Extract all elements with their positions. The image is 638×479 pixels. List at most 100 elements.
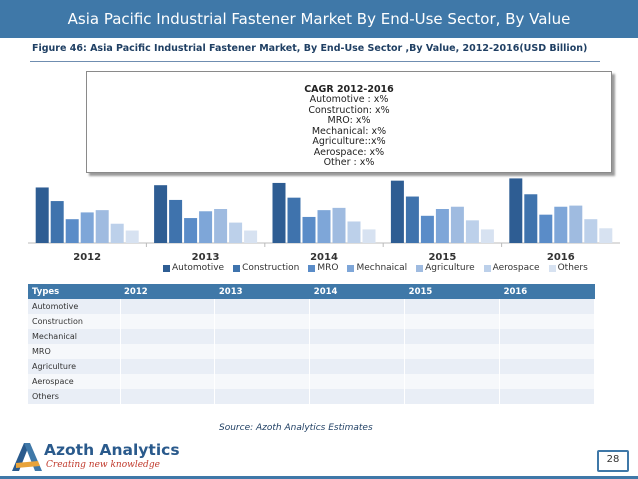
row-label: Aerospace xyxy=(28,374,121,389)
legend-label: Aerospace xyxy=(492,263,540,273)
bar-construction-2013 xyxy=(169,199,183,243)
legend-label: Automotive xyxy=(172,263,225,273)
legend-item: Agriculture xyxy=(416,263,475,273)
bar-aerospace-2013 xyxy=(229,222,243,243)
bar-chart: 2012 2013 2014 2015 2016 xyxy=(28,178,620,262)
table-cell xyxy=(499,389,595,404)
bar-mechnaical-2012 xyxy=(80,212,94,243)
table-cell xyxy=(404,299,501,314)
bar-construction-2015 xyxy=(405,196,419,243)
table-cell xyxy=(404,374,501,389)
logo-a-icon xyxy=(12,443,42,471)
cagr-line: Agriculture::x% xyxy=(312,136,386,147)
bar-automotive-2012 xyxy=(35,187,49,243)
bar-aerospace-2014 xyxy=(347,221,361,243)
table-header-cell: Types xyxy=(28,284,120,299)
source-note: Source: Azoth Analytics Estimates xyxy=(219,423,373,433)
table-cell xyxy=(120,389,216,404)
table-cell xyxy=(309,374,406,389)
figure-caption: Figure 46: Asia Pacific Industrial Faste… xyxy=(32,43,588,54)
cagr-callout: CAGR 2012-2016 Automotive : x% Construct… xyxy=(86,71,612,173)
legend-item: Aerospace xyxy=(483,263,540,273)
table-cell xyxy=(214,389,311,404)
legend-swatch xyxy=(163,264,170,272)
bar-others-2016 xyxy=(599,228,613,243)
row-label: MRO xyxy=(28,344,121,359)
table-cell xyxy=(499,374,595,389)
cagr-title: CAGR 2012-2016 xyxy=(304,84,394,95)
bar-mechnaical-2013 xyxy=(199,211,213,243)
bar-agriculture-2015 xyxy=(450,206,464,243)
table-row: Aerospace xyxy=(28,374,595,389)
table-cell xyxy=(404,359,501,374)
table-cell xyxy=(404,329,501,344)
table-cell xyxy=(309,344,406,359)
table-row: Automotive xyxy=(28,299,595,314)
table-cell xyxy=(499,314,595,329)
logo-name: Azoth Analytics xyxy=(44,441,180,459)
table-cell xyxy=(120,329,216,344)
table-cell xyxy=(214,344,311,359)
table-cell xyxy=(499,299,595,314)
data-table: Types 2012 2013 2014 2015 2016 Automotiv… xyxy=(28,284,595,404)
cagr-line: Construction: x% xyxy=(308,104,390,116)
table-cell xyxy=(404,314,501,329)
bar-automotive-2014 xyxy=(272,182,286,243)
table-row: MRO xyxy=(28,344,595,359)
bar-mro-2016 xyxy=(539,214,553,243)
x-tick-label: 2013 xyxy=(192,252,220,262)
row-label: Automotive xyxy=(28,299,121,314)
bar-mechnaical-2016 xyxy=(554,206,568,243)
row-label: Agriculture xyxy=(28,359,121,374)
x-tick-label: 2014 xyxy=(310,252,338,262)
logo-tagline: Creating new knowledge xyxy=(46,460,160,470)
table-cell xyxy=(499,329,595,344)
company-logo: Azoth Analytics Creating new knowledge xyxy=(10,439,180,475)
bar-agriculture-2014 xyxy=(332,207,346,243)
table-header-cell: 2013 xyxy=(214,284,310,299)
table-row: Construction xyxy=(28,314,595,329)
table-cell xyxy=(309,299,406,314)
table-cell xyxy=(499,359,595,374)
bar-construction-2014 xyxy=(287,197,301,243)
table-cell xyxy=(309,314,406,329)
table-cell xyxy=(404,389,501,404)
table-cell xyxy=(120,359,216,374)
table-cell xyxy=(214,299,311,314)
caption-divider xyxy=(30,61,600,62)
legend-swatch xyxy=(347,264,355,272)
bar-automotive-2016 xyxy=(509,178,523,243)
table-cell xyxy=(499,344,595,359)
table-header-cell: 2012 xyxy=(120,284,215,299)
legend-item: Construction xyxy=(233,263,299,273)
table-cell xyxy=(309,389,406,404)
bar-agriculture-2012 xyxy=(95,210,109,243)
bar-agriculture-2016 xyxy=(569,205,583,243)
table-header-cell: 2014 xyxy=(309,284,405,299)
bar-mro-2012 xyxy=(65,219,79,243)
row-label: Construction xyxy=(28,314,121,329)
legend-item: Mechnaical xyxy=(347,263,407,273)
bar-automotive-2015 xyxy=(390,180,404,243)
legend-swatch xyxy=(233,264,241,272)
table-cell xyxy=(404,344,501,359)
x-tick-label: 2012 xyxy=(73,252,101,262)
table-cell xyxy=(214,314,311,329)
bar-others-2015 xyxy=(480,229,494,243)
table-cell xyxy=(309,359,406,374)
legend-label: Construction xyxy=(242,263,300,273)
table-header-row: Types 2012 2013 2014 2015 2016 xyxy=(28,284,595,299)
row-label: Mechanical xyxy=(28,329,121,344)
bar-mro-2014 xyxy=(302,216,316,243)
legend-swatch xyxy=(483,264,491,272)
bar-automotive-2013 xyxy=(154,185,168,243)
slide-title: Asia Pacific Industrial Fastener Market … xyxy=(67,10,571,28)
legend-swatch xyxy=(308,264,316,272)
bar-mro-2015 xyxy=(420,215,434,243)
x-tick-label: 2015 xyxy=(428,252,456,262)
bar-construction-2016 xyxy=(524,194,538,243)
table-header-cell: 2015 xyxy=(404,284,500,299)
table-cell xyxy=(214,374,311,389)
legend-label: MRO xyxy=(317,263,339,273)
bar-mro-2013 xyxy=(184,218,198,243)
